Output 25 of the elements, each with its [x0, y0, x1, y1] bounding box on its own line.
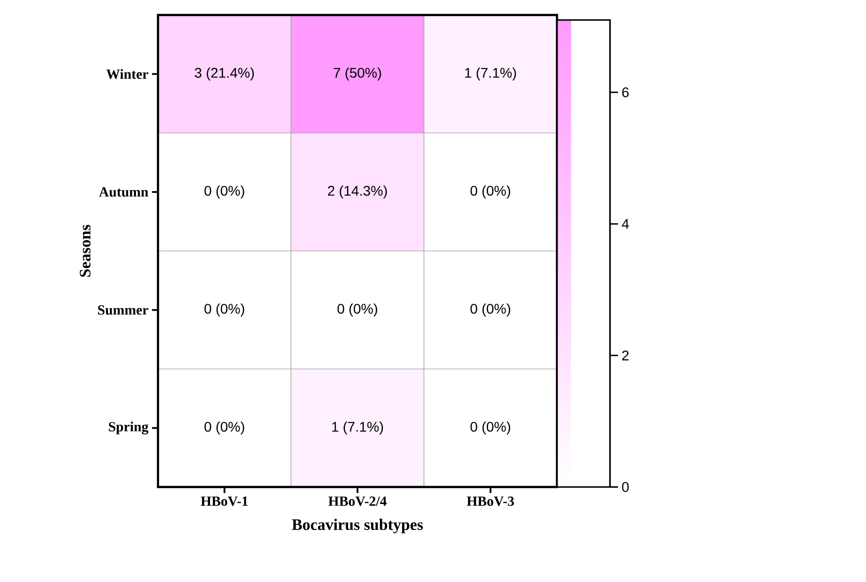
- data-label: 0 (0%): [204, 304, 244, 317]
- y-tick-label: Summer: [98, 305, 148, 315]
- data-label: 2 (14.3%): [328, 186, 387, 199]
- x-tick-label: HBoV-1: [200, 496, 248, 506]
- color-bar-label: 4: [622, 219, 629, 229]
- data-label: 1 (7.1%): [465, 68, 516, 81]
- y-tick-label: Autumn: [99, 187, 148, 197]
- x-axis-title: Bocavirus subtypes: [292, 518, 423, 534]
- data-label: 0 (0%): [470, 186, 510, 199]
- data-label: 1 (7.1%): [332, 422, 383, 435]
- x-tick-label: HBoV-2/4: [328, 496, 387, 506]
- x-tick-label: HBoV-3: [466, 496, 514, 506]
- data-label: 0 (0%): [338, 304, 378, 317]
- color-bar-label: 6: [622, 87, 629, 98]
- data-label: 0 (0%): [470, 422, 510, 435]
- y-tick-label: Spring: [108, 422, 148, 434]
- y-tick-label: Winter: [106, 69, 148, 79]
- color-bar-label: 0: [622, 482, 629, 492]
- data-label: 7 (50%): [334, 68, 382, 81]
- data-label: 0 (0%): [470, 304, 510, 317]
- color-bar-label: 2: [622, 350, 629, 360]
- data-label: 3 (21.4%): [194, 68, 254, 81]
- data-label: 0 (0%): [204, 422, 244, 435]
- data-label: 0 (0%): [204, 186, 244, 199]
- y-axis-title: Seasons: [80, 224, 91, 277]
